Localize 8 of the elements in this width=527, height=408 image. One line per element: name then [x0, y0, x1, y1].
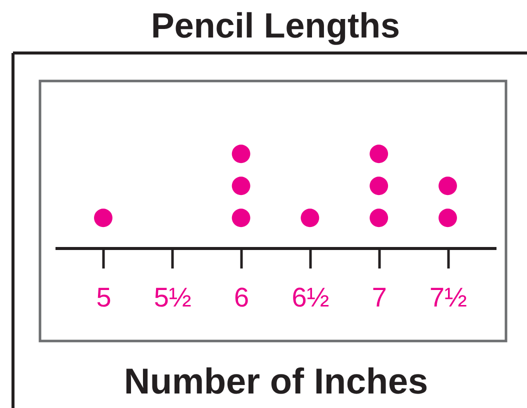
x-tick-label: 5½ — [154, 282, 192, 312]
x-axis-title: Number of Inches — [124, 360, 428, 402]
x-tick-label: 6½ — [292, 282, 330, 312]
x-tick-label: 6 — [234, 282, 250, 312]
x-tick-label: 5 — [96, 282, 112, 312]
chart-title: Pencil Lengths — [151, 6, 400, 46]
x-tick-label: 7½ — [429, 282, 468, 312]
x-tick-label: 7 — [372, 282, 387, 312]
